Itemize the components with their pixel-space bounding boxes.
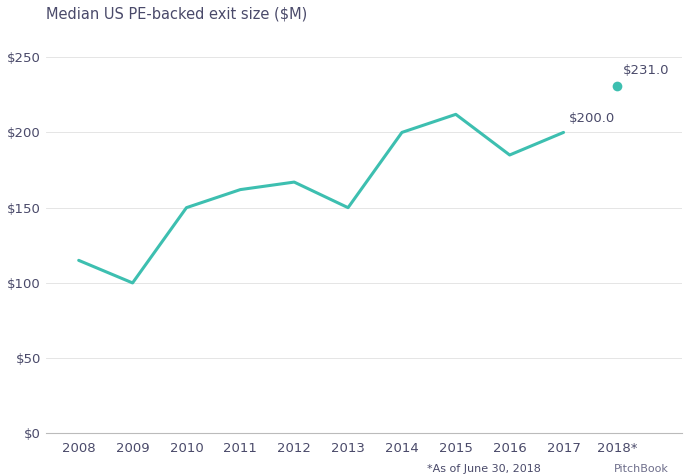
Text: Median US PE-backed exit size ($M): Median US PE-backed exit size ($M) [46, 7, 307, 22]
Text: $200.0: $200.0 [569, 112, 615, 125]
Text: PitchBook: PitchBook [613, 464, 668, 474]
Text: *As of June 30, 2018: *As of June 30, 2018 [427, 464, 541, 474]
Text: $231.0: $231.0 [623, 64, 669, 77]
